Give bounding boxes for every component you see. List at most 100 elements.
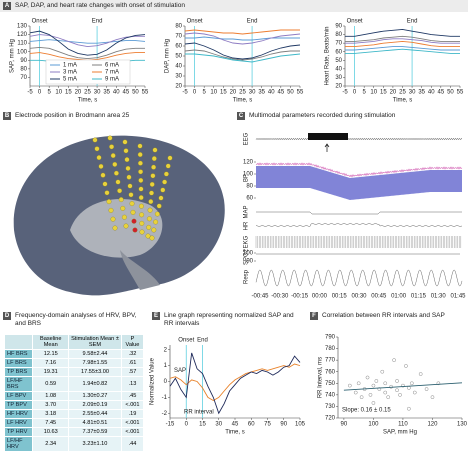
cell: 3.23±1.10 (68, 436, 122, 452)
eeg-trace (255, 137, 463, 141)
electrode-contact (138, 177, 144, 183)
bp-tick-label: 120 (243, 160, 254, 166)
cell: 1.94±0.82 (68, 376, 122, 392)
cell: 17.55±3.00 (68, 367, 122, 377)
spo2-tick-label: 90 (246, 259, 253, 265)
cell: 3.70 (32, 400, 70, 410)
electrode-contact (122, 139, 128, 145)
electrode-contact (162, 179, 168, 185)
channel-label: EKG (244, 235, 250, 248)
electrode-contact (110, 153, 116, 159)
table-row: LF HRV 7.45 4.81±0.51 <.001 (3, 418, 145, 428)
y-tick-label: 30 (335, 75, 342, 81)
electrode-contact (113, 170, 119, 176)
y-tick-label: -1 (162, 395, 168, 401)
electrode-contact (94, 146, 100, 152)
electrode-contact (138, 203, 144, 209)
series-line (185, 53, 301, 63)
x-tick-label: -15 (166, 422, 175, 428)
series-line (29, 30, 146, 56)
x-tick-label: 40 (428, 90, 435, 96)
electrode-contact (108, 207, 114, 213)
electrode-contact (138, 169, 144, 175)
x-tick-label: 60 (248, 422, 255, 428)
electrode-contact (137, 160, 143, 166)
electrode-contact (163, 171, 169, 177)
x-tick-label: 110 (398, 422, 408, 428)
electrode-contact (160, 187, 166, 193)
point (383, 381, 388, 386)
cell: 12.15 (32, 349, 70, 359)
electrode-contact (128, 192, 134, 198)
channel-label: SPO2 (244, 248, 250, 265)
annotation: Slope: 0.16 ± 0.15 (342, 408, 391, 414)
x-tick-label: 20 (75, 90, 82, 96)
table-row: LF/HF HRV 2.34 3.23±1.10.44 (3, 436, 145, 452)
cell: 1.30±0.27 (68, 391, 122, 401)
y-tick-label: 80 (175, 24, 182, 30)
x-tick-label: -5 (27, 90, 33, 96)
cell: .57 (120, 367, 145, 377)
point (418, 372, 423, 376)
electrode-contact (129, 201, 135, 207)
event-label: Onset (347, 19, 363, 25)
bp-systolic (255, 162, 463, 178)
point (347, 383, 352, 388)
channel-label: BP (244, 174, 250, 182)
x-tick-label: 40 (268, 90, 275, 96)
point (398, 393, 402, 397)
cell: .19 (120, 409, 145, 419)
cell: 19.31 (32, 367, 70, 377)
channel-label: Resp (244, 269, 250, 284)
electrode-contact (152, 147, 158, 153)
legend-label: 6 mA (105, 63, 119, 69)
x-tick-label: 40 (113, 90, 120, 96)
point (380, 369, 385, 374)
y-tick-label: 50 (335, 58, 342, 64)
table-row: TP BPV 3.70 2.09±0.19 <.001 (3, 400, 145, 410)
panel-a-header-bar (0, 0, 468, 12)
cell: .13 (120, 376, 145, 392)
y-axis-title: RR Interval, ms (318, 357, 324, 398)
table-row: LF BPV 1.08 1.30±0.27.45 (3, 391, 145, 401)
x-tick-label: 130 (457, 422, 468, 428)
x-tick-label: 55 (457, 90, 464, 96)
brain (13, 135, 225, 296)
panel-label: A (3, 2, 11, 10)
series-line (345, 38, 460, 44)
header-cell: Baseline Mean (32, 334, 70, 350)
series-line (345, 28, 460, 37)
panel-title: Electrode position in Brodmann area 25 (15, 112, 130, 119)
legend-label: 9 mA (105, 77, 119, 83)
time-label: -00:30 (271, 294, 289, 300)
x-tick-label: 15 (380, 90, 387, 96)
point (407, 406, 411, 411)
panel-label: D (3, 312, 11, 320)
cell: 1.08 (32, 391, 70, 401)
electrode-contact (147, 207, 153, 213)
electrode-contact (148, 199, 154, 205)
series-line (345, 35, 460, 42)
bp-band (256, 166, 462, 200)
y-tick-label: 750 (325, 381, 336, 387)
time-label: 01:15 (411, 294, 427, 300)
electrode-contact (151, 164, 157, 170)
electrode-contact (156, 203, 162, 209)
x-tick-label: 90 (280, 422, 287, 428)
y-tick-label: 100 (17, 49, 28, 55)
row-label: HF BRS (3, 349, 34, 359)
electrode-contact (138, 195, 144, 201)
panel-title: Line graph representing normalized SAP a… (164, 312, 294, 327)
point (401, 383, 405, 388)
table: Baseline Mean Stimulation Mean ± SEM P Val… (3, 334, 145, 452)
y-tick-label: 720 (325, 416, 336, 422)
panel-a-header: A SAP, DAP, and heart rate changes with o… (3, 2, 463, 10)
x-tick-label: 25 (84, 90, 91, 96)
y-tick-label: 780 (325, 346, 336, 352)
y-tick-label: 1 (164, 363, 168, 369)
x-tick-label: 90 (341, 422, 348, 428)
cell: 7.37±0.59 (68, 427, 122, 437)
row-label: LF HRV (3, 418, 34, 428)
x-tick-label: 15 (220, 90, 227, 96)
